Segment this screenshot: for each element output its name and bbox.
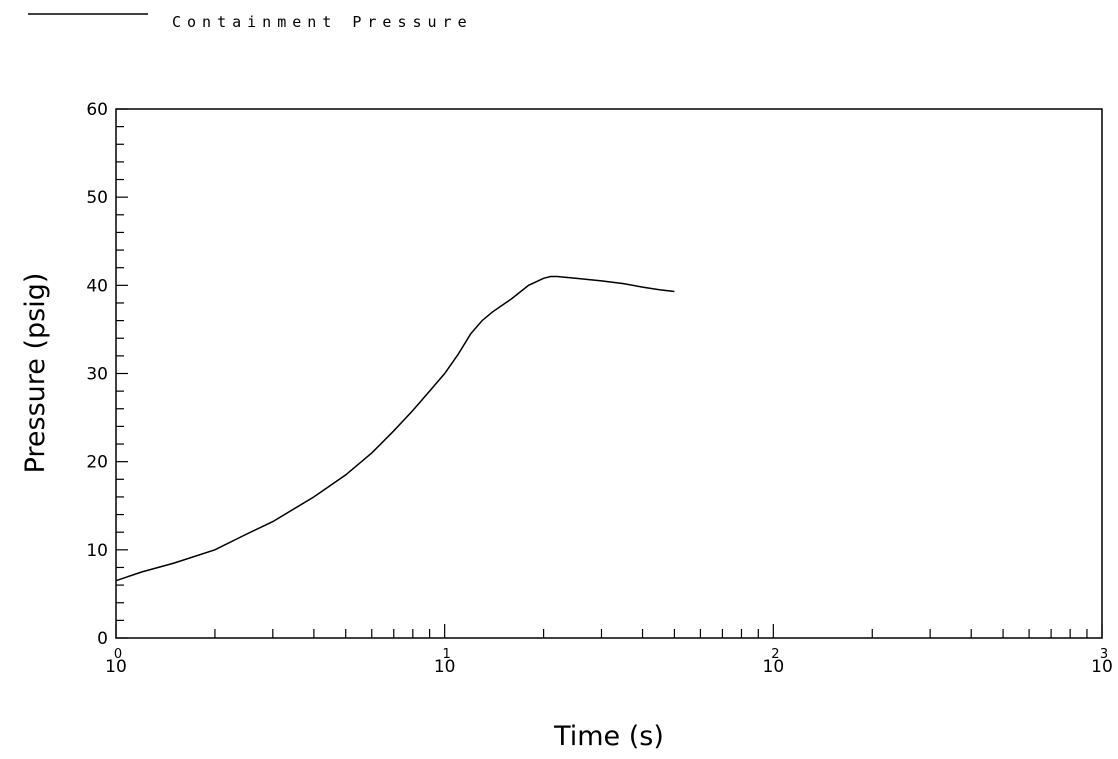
x-axis-title: Time (s) (553, 721, 664, 752)
x-tick-label-base: 10 (434, 657, 456, 677)
y-tick-label: 20 (86, 453, 108, 473)
y-tick-label: 10 (86, 541, 108, 561)
x-tick-label-exponent: 2 (771, 647, 779, 662)
y-tick-label: 40 (86, 276, 108, 296)
y-axis-tick-labels: 0 10 20 30 40 50 60 (86, 100, 108, 649)
y-axis-title: Pressure (psig) (20, 273, 51, 474)
x-tick-label-exponent: 0 (114, 647, 122, 662)
x-axis-ticks (115, 624, 1103, 638)
plot-frame (115, 108, 1103, 639)
x-tick-label-base: 10 (105, 657, 127, 677)
x-tick-label-exponent: 3 (1100, 647, 1108, 662)
x-tick-label-exponent: 1 (443, 647, 451, 662)
series-line-containment-pressure (115, 275, 675, 582)
x-tick-label-base: 10 (763, 657, 785, 677)
y-tick-label: 30 (86, 365, 108, 385)
legend: Containment Pressure (28, 13, 473, 31)
x-tick-label-base: 10 (1091, 657, 1113, 677)
y-tick-label: 60 (86, 100, 108, 120)
y-tick-label: 0 (97, 629, 108, 649)
y-tick-label: 50 (86, 188, 108, 208)
legend-label: Containment Pressure (172, 13, 473, 31)
y-axis-ticks (116, 108, 128, 639)
